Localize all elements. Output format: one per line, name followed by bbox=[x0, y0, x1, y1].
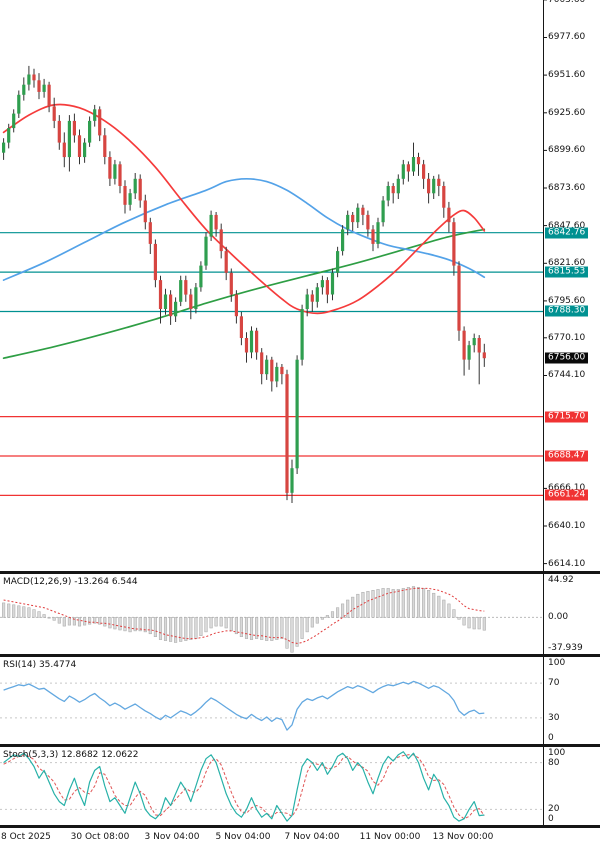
stoch-axis-tick: 20 bbox=[548, 804, 560, 815]
price-axis-tick: 6873.60 bbox=[548, 183, 586, 194]
rsi-axis-tick: 0 bbox=[548, 733, 554, 743]
price-axis[interactable]: 7003.60 6977.60 6951.60 6925.60 6899.60 6873.… bbox=[543, 0, 600, 828]
stoch-indicator-label[interactable]: Stoch(5,3,3) 12.8682 12.0622 bbox=[3, 750, 139, 760]
price-level-tag-teal: 6815.53 bbox=[545, 266, 589, 278]
price-level-tag-red: 6688.47 bbox=[545, 450, 589, 462]
stoch-canvas[interactable] bbox=[0, 747, 600, 825]
price-axis-tick: 6744.10 bbox=[548, 370, 586, 381]
panel-splitter-macd[interactable] bbox=[0, 571, 600, 574]
price-axis-tick: 7003.60 bbox=[548, 0, 585, 5]
time-axis-label: 13 Nov 00:00 bbox=[432, 832, 494, 842]
price-axis-tick: 6847.60 bbox=[548, 220, 586, 231]
price-chart-canvas[interactable] bbox=[0, 0, 600, 571]
panel-splitter-stoch[interactable] bbox=[0, 744, 600, 747]
macd-canvas[interactable] bbox=[0, 574, 600, 654]
price-axis-tick: 6821.60 bbox=[548, 258, 586, 269]
rsi-indicator-label[interactable]: RSI(14) 35.4774 bbox=[3, 660, 77, 670]
price-axis-tick: 6899.60 bbox=[548, 145, 586, 156]
price-level-tag-red: 6661.24 bbox=[545, 489, 589, 501]
stoch-axis-tick: 80 bbox=[548, 757, 560, 768]
price-axis-tick: 6666.10 bbox=[548, 483, 586, 494]
price-level-tag-red: 6715.70 bbox=[545, 411, 589, 423]
time-axis-label: 7 Nov 04:00 bbox=[284, 832, 340, 842]
time-axis-label: 30 Oct 08:00 bbox=[70, 832, 130, 842]
price-axis-tick: 6640.10 bbox=[548, 520, 586, 531]
price-level-tag-teal: 6842.76 bbox=[545, 227, 589, 239]
rsi-axis-tick: 70 bbox=[548, 678, 560, 689]
macd-indicator-label[interactable]: MACD(12,26,9) -13.264 6.544 bbox=[3, 577, 138, 587]
time-axis-label: 8 Oct 2025 bbox=[1, 832, 51, 842]
price-axis-tick: 6925.60 bbox=[548, 107, 586, 118]
price-axis-tick: 6614.10 bbox=[548, 558, 586, 569]
time-axis-label: 11 Nov 00:00 bbox=[359, 832, 421, 842]
time-axis[interactable]: 8 Oct 2025 30 Oct 08:00 3 Nov 04:00 5 Nov 0… bbox=[0, 828, 600, 847]
panel-splitter-time[interactable] bbox=[0, 825, 600, 828]
price-axis-tick: 6795.60 bbox=[548, 295, 586, 306]
price-axis-tick: 6977.60 bbox=[548, 32, 586, 43]
stoch-axis-tick: 100 bbox=[548, 748, 566, 758]
macd-axis-tick: 0.00 bbox=[548, 612, 569, 623]
stoch-axis-tick: 0 bbox=[548, 814, 554, 824]
macd-axis-tick: -37.939 bbox=[548, 643, 583, 653]
panel-splitter-rsi[interactable] bbox=[0, 654, 600, 657]
rsi-canvas[interactable] bbox=[0, 657, 600, 744]
rsi-axis-tick: 30 bbox=[548, 712, 560, 723]
time-axis-label: 3 Nov 04:00 bbox=[144, 832, 200, 842]
current-price-tag: 6756.00 bbox=[545, 352, 589, 364]
price-level-tag-teal: 6788.30 bbox=[545, 305, 589, 317]
macd-axis-tick: 44.92 bbox=[548, 575, 574, 585]
rsi-axis-tick: 100 bbox=[548, 658, 566, 668]
price-axis-tick: 6770.10 bbox=[548, 332, 586, 343]
price-axis-tick: 6951.60 bbox=[548, 70, 586, 81]
time-axis-label: 5 Nov 04:00 bbox=[215, 832, 271, 842]
